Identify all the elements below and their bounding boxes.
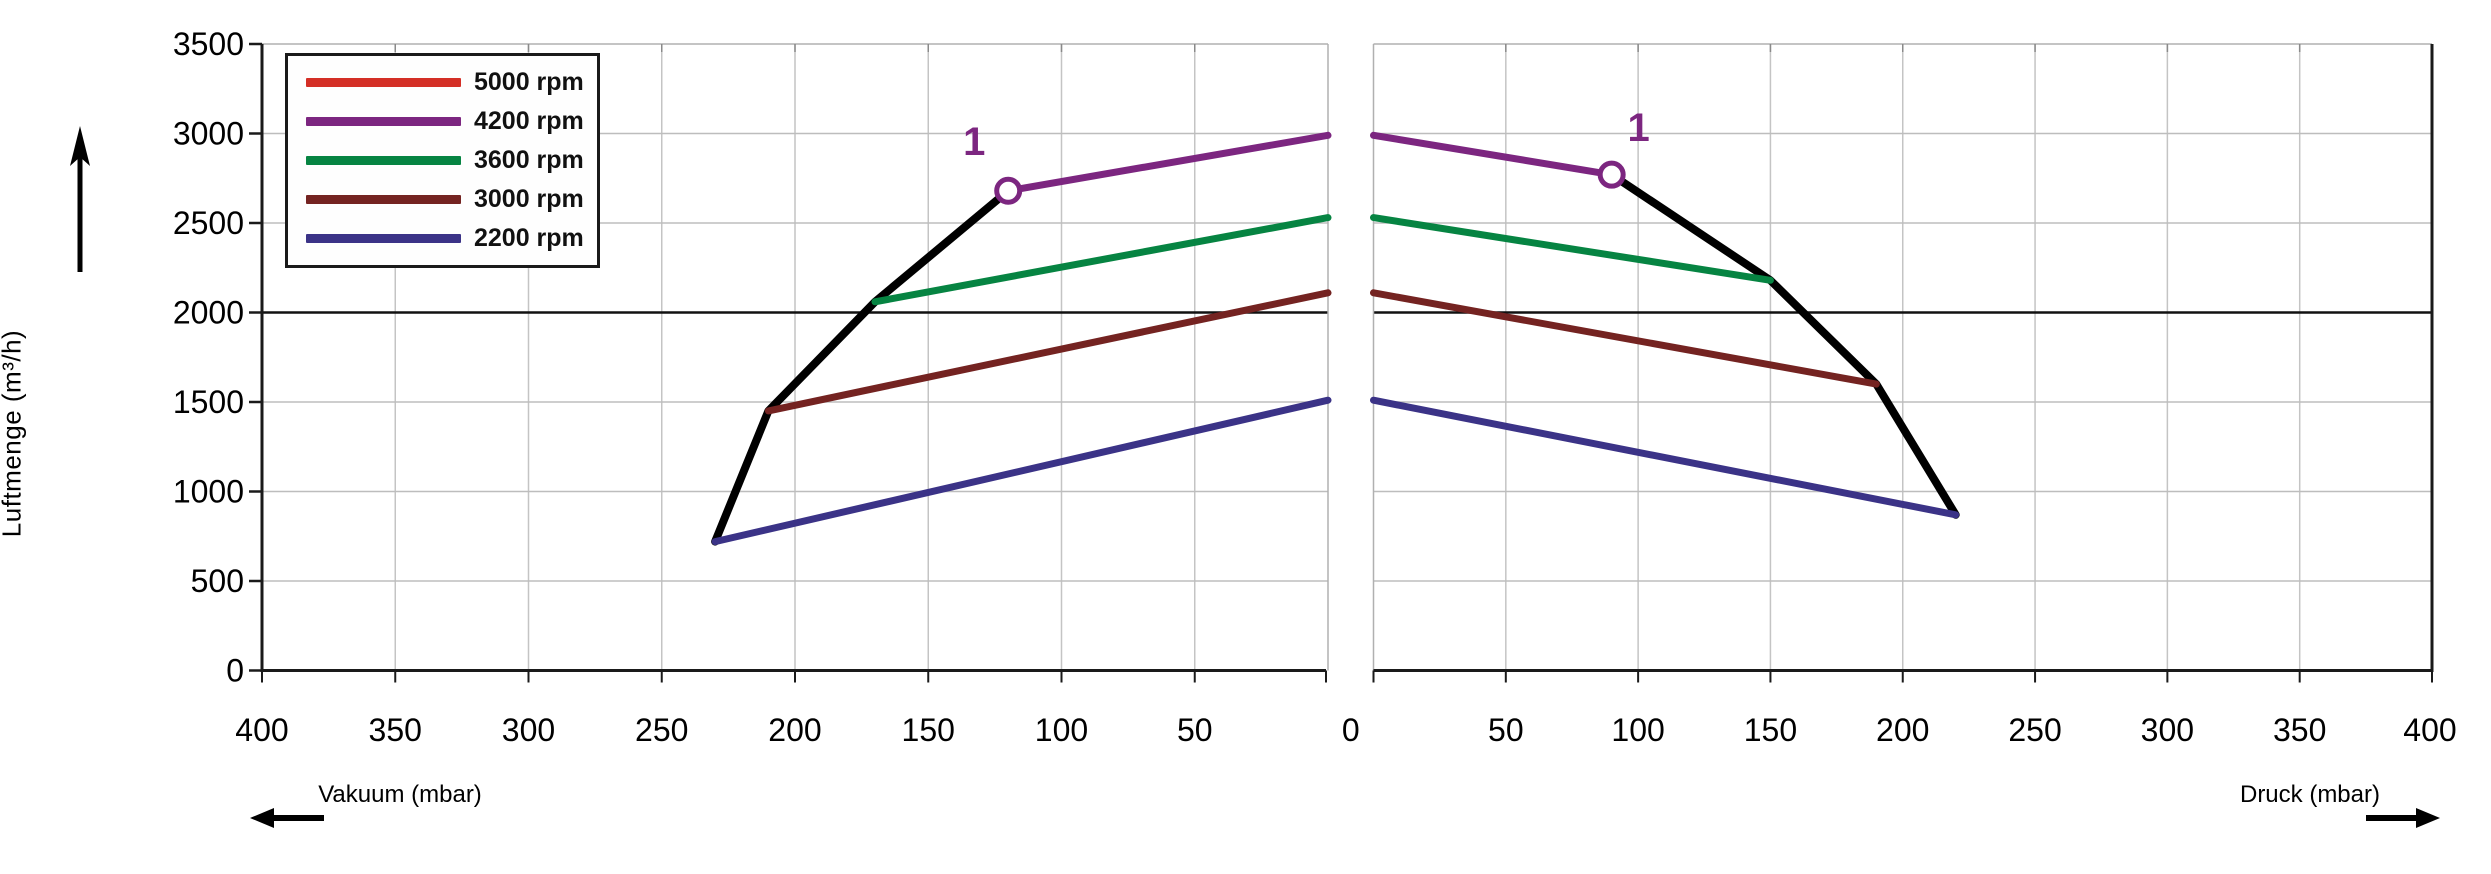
x-axis-title-vakuum: Vakuum (mbar) — [318, 781, 482, 808]
center-zero-label: 0 — [1342, 712, 1360, 748]
x-tick-label: 150 — [1744, 712, 1797, 748]
legend-label: 5000 rpm — [474, 68, 584, 96]
legend-swatch — [306, 195, 461, 204]
series-envelope-vacuum — [711, 186, 1013, 546]
legend-label: 3000 rpm — [474, 185, 584, 213]
y-tick-label: 0 — [226, 653, 244, 689]
x-tick-label: 250 — [635, 712, 688, 748]
series-envelope-pressure — [1607, 170, 1960, 519]
series-3600-rpm-pressure — [1370, 214, 1774, 284]
x-tick-label: 100 — [1611, 712, 1664, 748]
y-tick-label: 3000 — [173, 116, 244, 152]
series-3600-rpm-vacuum — [871, 214, 1332, 306]
legend-item-4200-rpm: 4200 rpm — [288, 107, 597, 136]
x-tick-label: 50 — [1488, 712, 1524, 748]
legend-item-3600-rpm: 3600 rpm — [288, 146, 597, 175]
series-4200-rpm-pressure — [1370, 131, 1616, 179]
y-axis-title: Luftmenge (m³/h) — [0, 329, 27, 538]
x-tick-label: 200 — [768, 712, 821, 748]
legend-label: 2200 rpm — [474, 224, 584, 252]
series-4200-rpm-vacuum — [1004, 131, 1332, 195]
marker-point-1-pressure — [1597, 160, 1626, 189]
y-tick-label: 500 — [191, 563, 244, 599]
legend-swatch — [306, 117, 461, 126]
legend-swatch — [306, 234, 461, 243]
series-2200-rpm-vacuum — [711, 396, 1332, 546]
left-arrow-icon — [250, 808, 274, 828]
legend-swatch — [306, 156, 461, 165]
x-tick-label: 350 — [369, 712, 422, 748]
x-tick-label: 400 — [235, 712, 288, 748]
legend-label: 3600 rpm — [474, 146, 584, 174]
legend-swatch — [306, 78, 461, 87]
up-arrow-icon — [70, 126, 90, 166]
legend: 5000 rpm 4200 rpm 3600 rpm 3000 rpm 2200 rpm — [285, 53, 600, 268]
curve-annotation-pressure: 1 — [1627, 105, 1650, 150]
x-axis-title-druck: Druck (mbar) — [2239, 781, 2380, 808]
curve-annotation-vacuum: 1 — [963, 119, 986, 164]
legend-item-5000-rpm: 5000 rpm — [288, 68, 597, 97]
legend-item-3000-rpm: 3000 rpm — [288, 185, 597, 214]
legend-item-2200-rpm: 2200 rpm — [288, 224, 597, 253]
y-tick-label: 2000 — [173, 295, 244, 331]
series-3000-rpm-vacuum — [764, 289, 1332, 415]
x-tick-label: 350 — [2273, 712, 2326, 748]
series-3000-rpm-pressure — [1370, 289, 1880, 388]
x-tick-label: 150 — [902, 712, 955, 748]
x-tick-label: 300 — [2141, 712, 2194, 748]
x-tick-label: 400 — [2403, 712, 2456, 748]
x-tick-label: 50 — [1177, 712, 1213, 748]
right-arrow-icon — [2416, 808, 2440, 828]
y-tick-label: 1500 — [173, 384, 244, 420]
y-tick-label: 2500 — [173, 205, 244, 241]
x-tick-label: 250 — [2008, 712, 2061, 748]
legend-label: 4200 rpm — [474, 107, 584, 135]
y-tick-label: 1000 — [173, 474, 244, 510]
x-tick-label: 100 — [1035, 712, 1088, 748]
y-tick-label: 3500 — [173, 26, 244, 62]
x-tick-label: 300 — [502, 712, 555, 748]
series-2200-rpm-pressure — [1370, 396, 1960, 519]
x-tick-label: 200 — [1876, 712, 1929, 748]
marker-point-1-vacuum — [994, 176, 1023, 205]
